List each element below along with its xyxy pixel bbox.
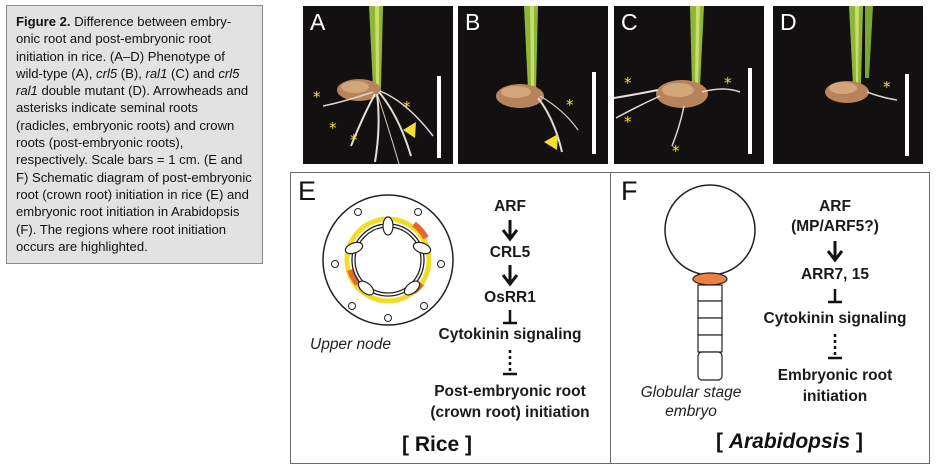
svg-text:*: *: [724, 74, 732, 92]
caption-text-4: double mutant (D). Arrowheads and asteri…: [16, 83, 252, 254]
seedling-photo-d: *: [825, 6, 909, 156]
flow-e-osrr1: OsRR1: [484, 289, 536, 306]
caption-ral1: ral1: [145, 65, 168, 81]
panel-label-e: E: [298, 176, 317, 206]
figure-caption: Figure 2. Difference between embry-onic …: [6, 5, 263, 264]
svg-text:*: *: [313, 88, 321, 106]
arrow-down-icon: [501, 265, 519, 287]
svg-text:*: *: [883, 78, 891, 96]
globular-embryo-diagram: [664, 184, 756, 381]
photo-panel-c: * * * * C: [614, 6, 764, 164]
figure-label: Figure 2.: [16, 14, 71, 29]
inhibit-bar-icon: [828, 289, 842, 304]
svg-text:*: *: [566, 96, 574, 114]
svg-text:*: *: [350, 131, 358, 149]
flow-e-post-embryonic: Post-embryonic root: [434, 383, 586, 400]
dotted-inhibit-icon: [503, 350, 517, 376]
caption-crl5: crl5: [96, 65, 118, 81]
photo-panel-b: * B: [458, 6, 608, 164]
svg-text:*: *: [403, 98, 411, 116]
caption-text-1: Difference between embry-onic root and p…: [16, 14, 232, 81]
flow-e-crl5: CRL5: [489, 244, 531, 261]
flow-f-embryonic-root: Embryonic root: [777, 367, 893, 384]
embryo-caption-line2: embryo: [665, 403, 717, 420]
flow-f-arf: ARF: [819, 198, 851, 215]
flow-f-arr7-15: ARR7, 15: [800, 266, 870, 283]
flow-e-arf: ARF: [494, 198, 526, 215]
flow-f-cytokinin: Cytokinin signaling: [763, 310, 907, 327]
upper-node-diagram: [322, 194, 454, 326]
svg-text:*: *: [672, 142, 680, 160]
caption-text-2: (B),: [117, 65, 146, 81]
caption-crl5-ral1: crl5 ral1: [16, 65, 240, 99]
embryo-caption-line1: Globular stage: [640, 384, 742, 401]
panel-label-f: F: [621, 176, 638, 206]
arrow-down-icon: [826, 241, 844, 263]
svg-text:*: *: [329, 119, 337, 137]
seedling-photo-a: * * * *: [313, 6, 441, 164]
svg-text:*: *: [624, 113, 632, 131]
photo-label-b: B: [465, 9, 481, 35]
flow-f-initiation: initiation: [802, 388, 868, 405]
photo-panel-d: * D: [773, 6, 923, 164]
flow-f-mp-arf5: (MP/ARF5?): [791, 218, 879, 235]
caption-text-3: (C) and: [167, 65, 219, 81]
flow-e-cytokinin: Cytokinin signaling: [438, 326, 582, 343]
seedling-photo-c: * * * *: [614, 6, 752, 160]
svg-text:*: *: [624, 74, 632, 92]
arrow-down-icon: [501, 220, 519, 242]
inhibit-bar-icon: [503, 310, 517, 325]
species-label-arabidopsis: [ Arabidopsis ]: [716, 430, 864, 453]
seedling-photo-b: *: [496, 6, 596, 154]
upper-node-caption: Upper node: [310, 336, 392, 353]
dotted-inhibit-icon: [828, 334, 842, 360]
photo-label-d: D: [780, 9, 797, 35]
panel-divider: [610, 172, 611, 464]
flow-e-crown-root: (crown root) initiation: [430, 404, 590, 421]
photo-label-a: A: [310, 9, 326, 35]
photo-panel-a: * * * * A: [303, 6, 453, 164]
species-label-rice: [ Rice ]: [402, 433, 473, 456]
photo-label-c: C: [621, 9, 638, 35]
